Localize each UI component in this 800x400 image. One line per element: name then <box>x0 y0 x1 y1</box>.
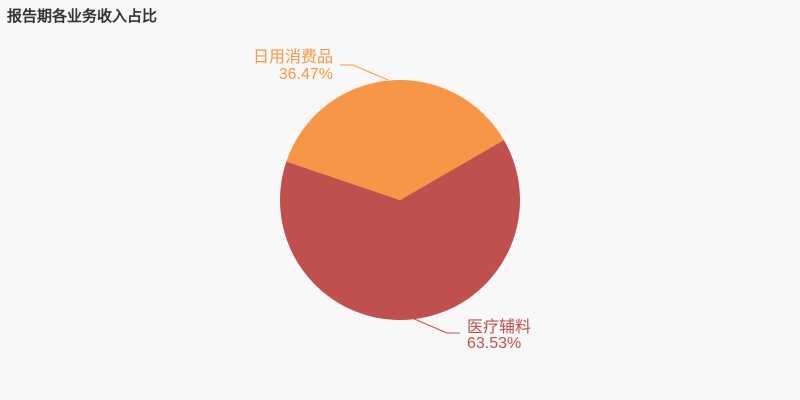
pie-slice[interactable] <box>286 80 504 200</box>
chart-title: 报告期各业务收入占比 <box>7 7 158 25</box>
pie-slice[interactable] <box>280 140 520 320</box>
slice-name-label: 医疗辅料 <box>467 318 531 336</box>
slice-percent-label: 36.47% <box>279 66 333 83</box>
leader-line <box>411 317 460 334</box>
slice-percent-label: 63.53% <box>467 335 521 352</box>
leader-line <box>340 64 389 81</box>
slice-name-label: 日用消费品 <box>253 48 333 66</box>
